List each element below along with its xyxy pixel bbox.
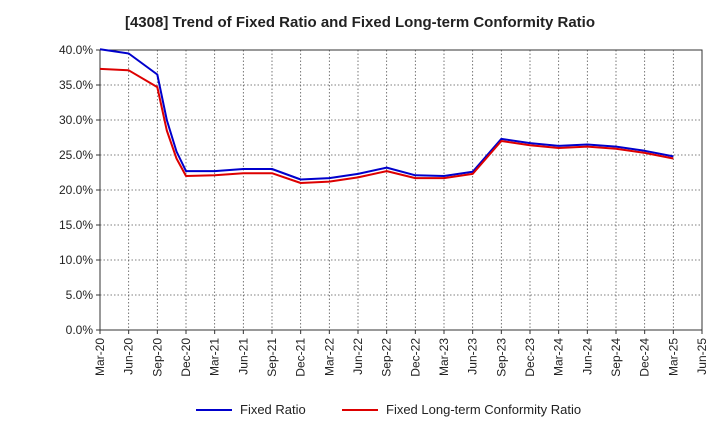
x-tick-label: Dec-21 — [294, 338, 308, 377]
x-tick-label: Dec-23 — [523, 338, 537, 377]
y-tick-label: 15.0% — [59, 218, 93, 232]
x-tick-label: Jun-21 — [236, 338, 250, 375]
y-tick-label: 20.0% — [59, 183, 93, 197]
x-tick-label: Jun-22 — [351, 338, 365, 375]
x-tick-label: Mar-24 — [552, 338, 566, 376]
x-tick-label: Dec-24 — [638, 338, 652, 377]
series-line-fixed-long-term-conformity-ratio — [99, 67, 674, 184]
plot-border — [99, 49, 703, 331]
y-tick-label: 30.0% — [59, 113, 93, 127]
x-tick-label: Dec-20 — [179, 338, 193, 377]
x-tick-label: Dec-22 — [408, 338, 422, 377]
x-tick-label: Sep-20 — [150, 338, 164, 377]
legend-fixed-ratio-label: Fixed Ratio — [240, 402, 306, 417]
chart-title: [4308] Trend of Fixed Ratio and Fixed Lo… — [124, 14, 596, 31]
x-tick-label: Jun-25 — [695, 338, 709, 375]
y-tick-label: 35.0% — [59, 78, 93, 92]
y-tick-label: 0.0% — [66, 323, 94, 337]
x-tick-label: Sep-24 — [609, 338, 623, 377]
y-tick-label: 5.0% — [66, 288, 94, 302]
x-tick-label: Mar-22 — [322, 338, 336, 376]
x-tick-label: Sep-21 — [265, 338, 279, 377]
y-tick-label: 40.0% — [59, 43, 93, 57]
y-tick-label: 25.0% — [59, 148, 93, 162]
x-tick-label: Mar-21 — [208, 338, 222, 376]
legend-fixed-long-term-conformity-ratio-label: Fixed Long-term Conformity Ratio — [386, 402, 581, 417]
x-tick-label: Sep-23 — [494, 338, 508, 377]
x-tick-label: Mar-20 — [93, 338, 107, 376]
x-tick-label: Jun-24 — [580, 338, 594, 375]
x-tick-label: Mar-25 — [666, 338, 680, 376]
series-line-fixed-ratio — [99, 48, 674, 181]
x-tick-label: Jun-23 — [466, 338, 480, 375]
x-tick-label: Sep-22 — [380, 338, 394, 377]
y-tick-label: 10.0% — [59, 253, 93, 267]
x-tick-label: Mar-23 — [437, 338, 451, 376]
x-tick-label: Jun-20 — [122, 338, 136, 375]
